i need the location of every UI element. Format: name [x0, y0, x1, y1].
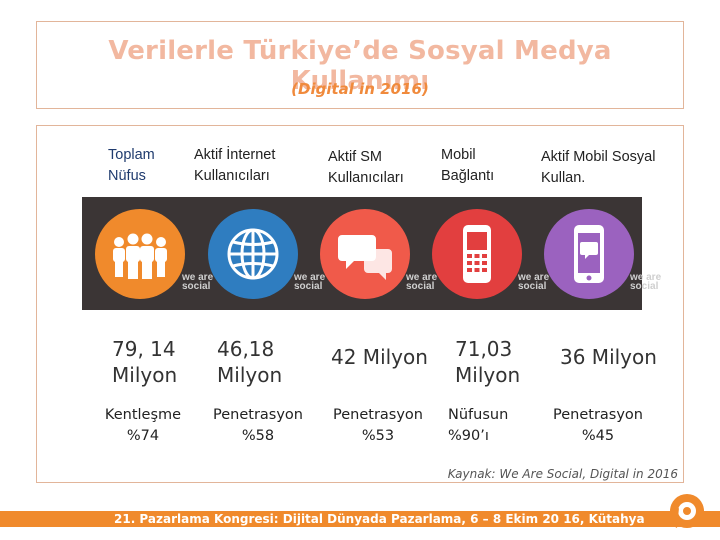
icon-strip: we are social we are social we are socia…	[82, 197, 661, 310]
title-box: Verilerle Türkiye’de Sosyal Medya Kullan…	[36, 21, 684, 109]
stat-total-population: 79, 14 Milyon	[112, 337, 178, 387]
stat-internet-users: 46,18 Milyon	[217, 337, 283, 387]
header-mobile-social-users: Aktif Mobil Sosyal Kullan.	[541, 149, 656, 186]
note-urbanization: Kentleşme %74	[104, 407, 182, 444]
people-icon	[95, 209, 185, 299]
note-mobile-sm-penetration: Penetrasyon %45	[553, 407, 643, 444]
note-mobile-share: Nüfusun %90’ı	[448, 407, 509, 444]
watermark-5: we are social	[630, 272, 662, 292]
note-sm-penetration: Penetrasyon %53	[333, 407, 423, 444]
header-total-population: Toplam Nüfus	[108, 147, 155, 184]
congress-logo-icon	[663, 494, 704, 528]
mobile-phone-icon	[432, 209, 522, 299]
globe-icon	[208, 209, 298, 299]
chat-bubbles-icon	[320, 209, 410, 299]
watermark-3: we are social	[406, 272, 438, 292]
header-internet-users: Aktif İnternet Kullanıcıları	[194, 147, 276, 184]
note-internet-penetration: Penetrasyon %58	[213, 407, 303, 444]
stat-social-media-users: 42 Milyon	[331, 345, 428, 369]
header-social-media-users: Aktif SM Kullanıcıları	[328, 149, 404, 186]
slide-subtitle: (Digital in 2016)	[291, 80, 429, 98]
mobile-chat-icon	[544, 209, 634, 299]
stat-mobile-connections: 71,03 Milyon	[455, 337, 521, 387]
watermark-1: we are social	[182, 272, 214, 292]
header-mobile-connections: Mobil Bağlantı	[441, 147, 495, 184]
slide-title: Verilerle Türkiye’de Sosyal Medya Kullan…	[108, 36, 612, 96]
watermark-4: we are social	[518, 272, 550, 292]
stat-mobile-social-users: 36 Milyon	[560, 345, 657, 369]
footer-bar	[0, 511, 720, 527]
watermark-2: we are social	[294, 272, 326, 292]
source-note: Kaynak: We Are Social, Digital in 2016	[447, 467, 678, 481]
footer-text: 21. Pazarlama Kongresi: Dijital Dünyada …	[114, 512, 645, 526]
